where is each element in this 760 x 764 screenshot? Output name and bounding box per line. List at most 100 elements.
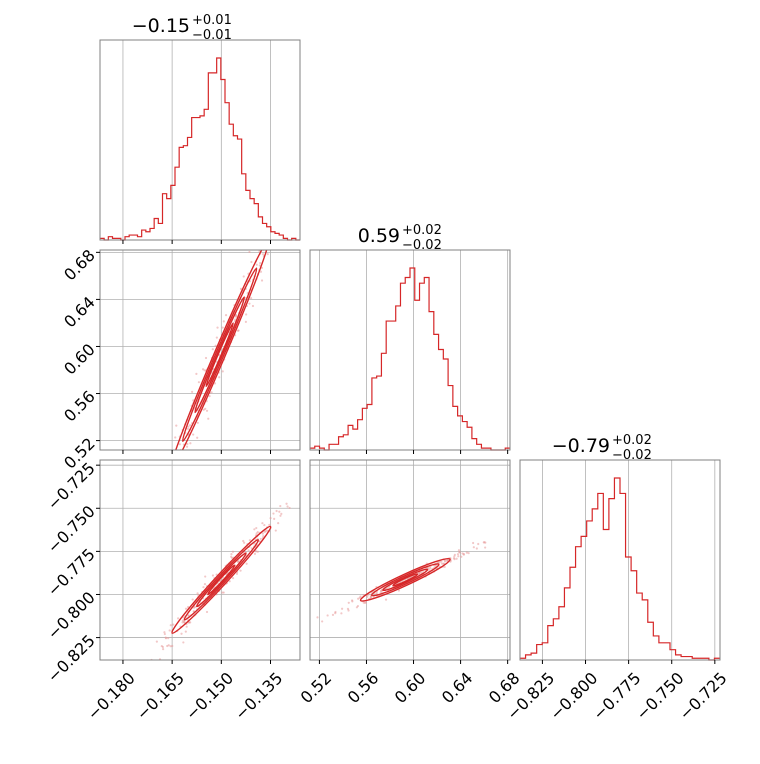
sample-point xyxy=(477,542,480,546)
sample-point xyxy=(188,424,192,427)
param-title-1: −0.15 +0.01−0.01 xyxy=(132,13,232,43)
sample-point xyxy=(251,304,255,308)
sample-point xyxy=(242,539,245,543)
sample-point xyxy=(316,616,319,619)
sample-point xyxy=(260,244,262,246)
sample-point xyxy=(248,302,251,305)
sample-point xyxy=(379,589,383,592)
sample-point xyxy=(178,443,181,446)
sample-point xyxy=(357,597,360,600)
sample-point xyxy=(442,562,445,565)
y-tick-label: 0.68 xyxy=(60,246,99,285)
sample-point xyxy=(204,407,207,410)
sample-point xyxy=(428,567,432,570)
contour-level xyxy=(205,322,234,388)
x-tick-label: 0.52 xyxy=(297,668,336,707)
hist-panel-3: −0.79 +0.02−0.02 xyxy=(519,433,721,664)
sample-point xyxy=(169,624,172,627)
sample-point xyxy=(174,436,177,439)
sample-point xyxy=(210,391,213,394)
sample-point xyxy=(185,450,187,452)
sample-point xyxy=(301,165,303,167)
sample-point xyxy=(446,559,449,562)
panel-frame xyxy=(99,459,301,661)
sample-point xyxy=(261,532,264,535)
sample-point xyxy=(263,523,266,527)
panel-background xyxy=(100,40,300,240)
sample-point xyxy=(192,433,195,436)
sample-point xyxy=(250,260,253,264)
sample-point xyxy=(177,454,179,456)
sample-point xyxy=(369,596,372,599)
sample-point xyxy=(483,541,486,544)
sample-point xyxy=(457,555,460,558)
sample-point xyxy=(285,502,288,505)
sample-point xyxy=(182,641,185,644)
panel-frame xyxy=(309,459,511,661)
histogram-2 xyxy=(310,267,510,451)
title-upper-error: +0.01 xyxy=(192,13,232,28)
sample-point xyxy=(245,313,248,316)
sample-point xyxy=(221,326,224,329)
y-tick-label: 0.56 xyxy=(60,387,99,426)
sample-point xyxy=(236,329,240,332)
sample-point xyxy=(253,528,256,531)
sample-points xyxy=(316,541,487,623)
sample-point xyxy=(163,631,166,634)
sample-point xyxy=(279,514,282,517)
sample-point xyxy=(202,586,205,589)
sample-point xyxy=(138,669,140,671)
sample-point xyxy=(181,619,184,622)
contour-level xyxy=(359,557,451,602)
sample-point xyxy=(195,372,198,375)
param-title-2: 0.59 +0.02−0.02 xyxy=(358,223,442,253)
sample-point xyxy=(168,629,171,632)
contour-level xyxy=(194,296,246,414)
sample-point xyxy=(185,445,189,448)
sample-point xyxy=(189,442,192,445)
sample-point xyxy=(341,607,344,610)
sample-point xyxy=(319,146,321,148)
sample-point xyxy=(265,529,268,532)
sample-point xyxy=(214,344,217,347)
title-lower-error: −0.02 xyxy=(402,238,442,253)
sample-point xyxy=(208,395,211,398)
sample-point xyxy=(460,555,463,558)
sample-point xyxy=(278,510,281,513)
sample-point xyxy=(205,610,209,614)
contour-level xyxy=(169,250,270,450)
sample-point xyxy=(207,417,210,420)
sample-point xyxy=(269,516,272,520)
sample-point xyxy=(185,625,188,628)
sample-point xyxy=(334,612,337,615)
sample-point xyxy=(243,541,246,544)
sample-point xyxy=(203,583,207,586)
panel-frame xyxy=(99,39,301,241)
sample-point xyxy=(456,553,460,556)
scatter-panel-1 xyxy=(96,146,321,456)
sample-point xyxy=(247,549,250,552)
sample-point xyxy=(191,598,194,601)
sample-point xyxy=(196,592,199,595)
sample-point xyxy=(186,442,189,446)
sample-point xyxy=(455,557,458,560)
histogram-1 xyxy=(100,57,300,241)
y-tick-label: 0.64 xyxy=(60,293,99,332)
sample-point xyxy=(261,522,264,525)
sample-point xyxy=(231,577,235,580)
x-tick-label: −0.725 xyxy=(675,668,730,723)
sample-point xyxy=(242,275,245,278)
sample-point xyxy=(181,454,183,456)
sample-point xyxy=(191,390,194,394)
sample-point xyxy=(256,550,259,553)
sample-point xyxy=(375,591,378,594)
sample-point xyxy=(286,505,289,508)
sample-point xyxy=(186,427,190,430)
sample-point xyxy=(253,542,257,545)
contour-level xyxy=(171,525,272,634)
sample-point xyxy=(218,376,221,379)
sample-point xyxy=(244,320,247,323)
y-tick-label: 0.60 xyxy=(60,340,99,379)
